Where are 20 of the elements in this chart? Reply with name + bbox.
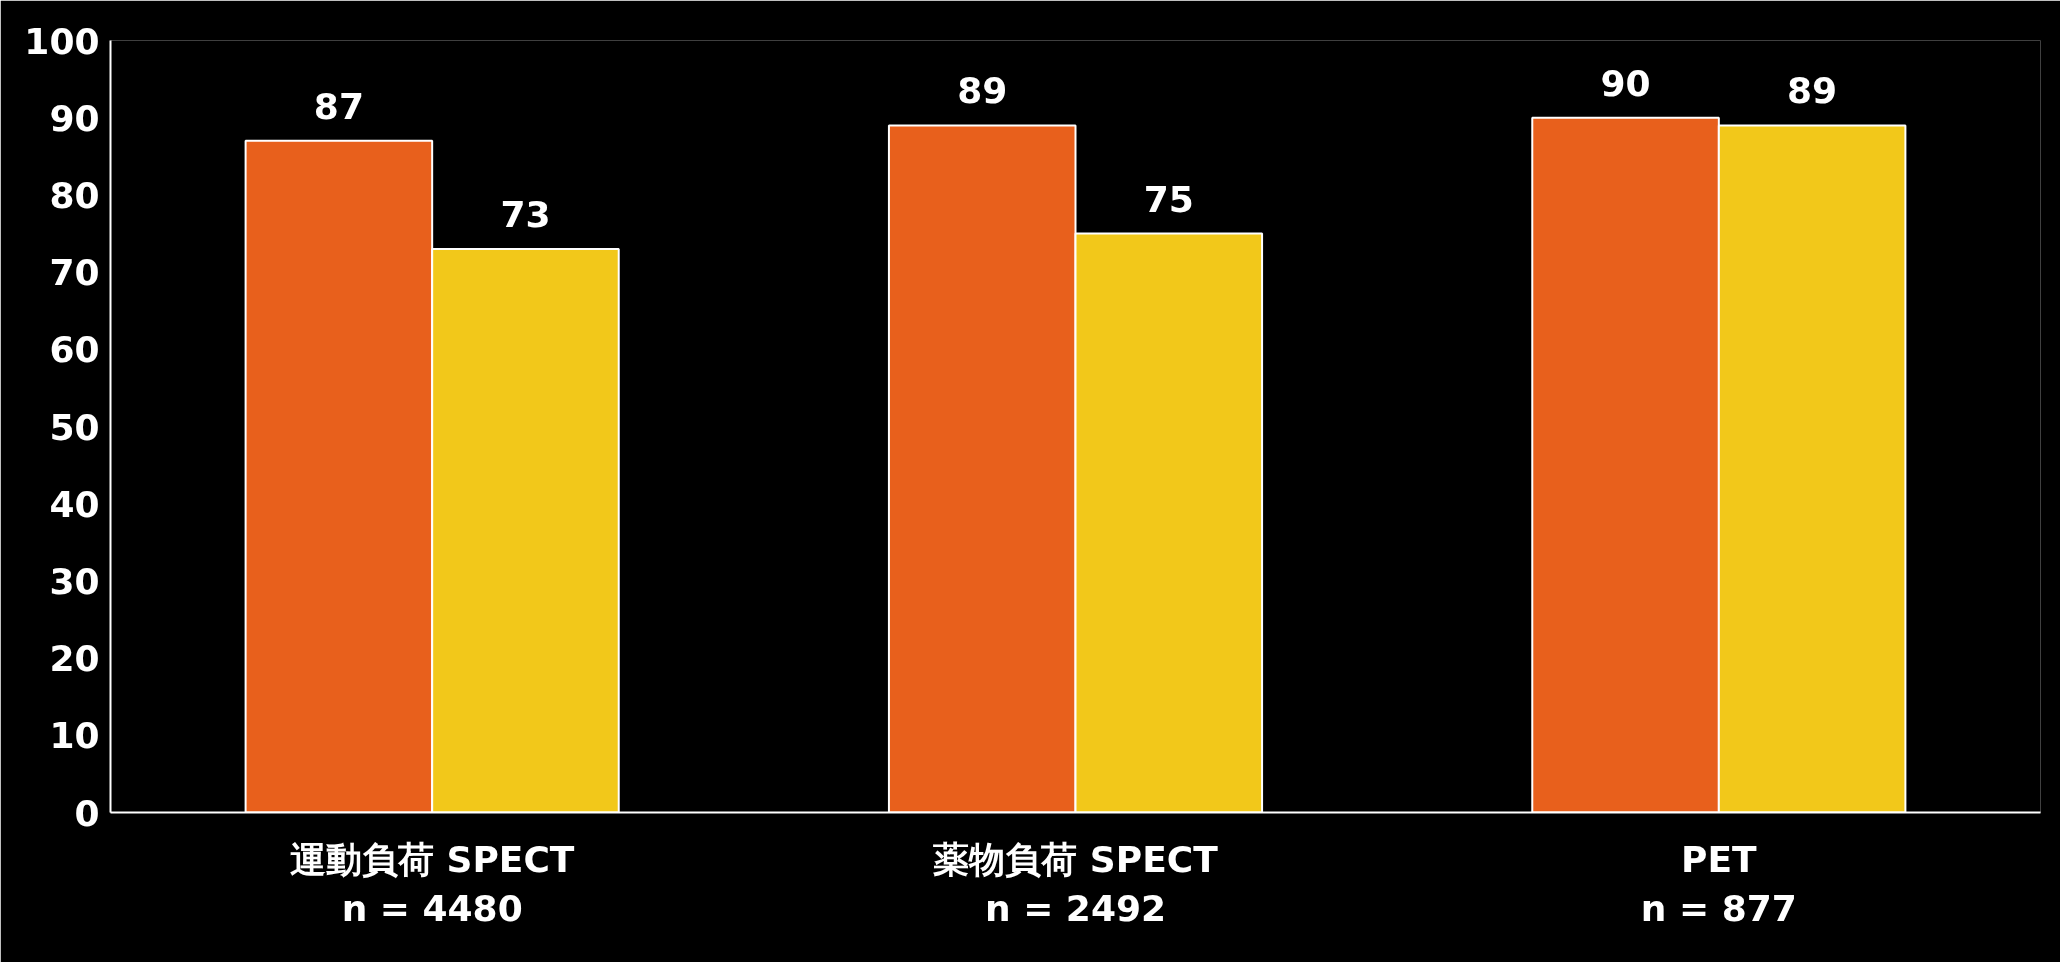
x-tick-label: 運動負荷 SPECT n = 4480 [289,838,575,929]
y-tick-label: 40 [49,483,100,525]
y-tick-label: 10 [49,715,100,757]
y-tick-label: 100 [24,20,100,62]
data-label: 73 [500,193,551,235]
y-tick-label: 30 [49,560,100,602]
y-tick-label: 20 [49,638,100,680]
x-tick-label: PET n = 877 [1640,838,1797,929]
data-label: 89 [957,70,1008,112]
y-tick-label: 70 [49,252,100,294]
y-tick-label: 50 [49,406,100,448]
y-tick-label: 60 [49,329,100,371]
data-label: 87 [313,85,364,127]
data-label: 75 [1143,178,1194,220]
data-label: 90 [1600,62,1651,104]
y-tick-label: 90 [49,97,100,139]
data-label: 89 [1787,70,1838,112]
y-tick-label: 80 [49,174,100,216]
x-tick-label: 薬物負荷 SPECT n = 2492 [933,838,1219,929]
y-tick-label: 0 [74,792,100,834]
